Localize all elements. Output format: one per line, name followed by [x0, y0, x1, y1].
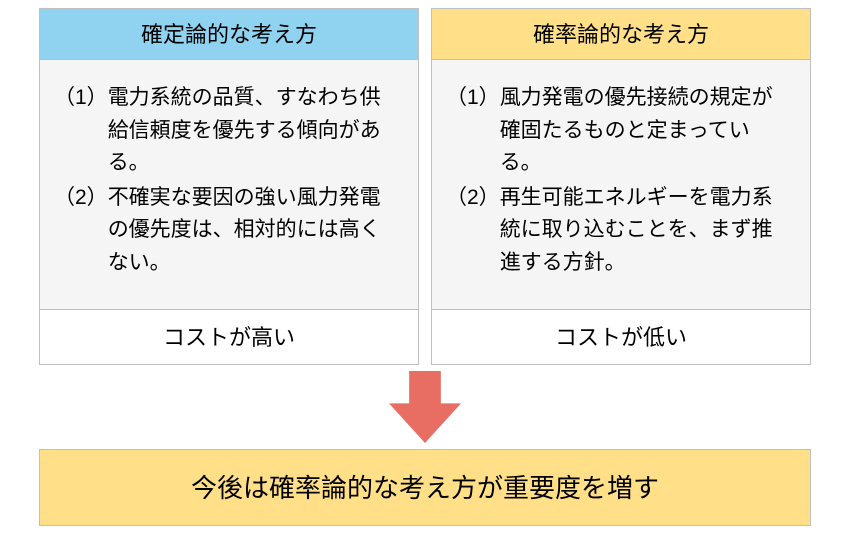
item-number: （2） [54, 182, 108, 280]
list-item: （2）再生可能エネルギーを電力系統に取り込むことを、まず推進する方針。 [446, 182, 790, 280]
item-text: 電力系統の品質、すなわち供給信頼度を優先する傾向がある。 [108, 82, 398, 180]
left-column: 確定論的な考え方 （1）電力系統の品質、すなわち供給信頼度を優先する傾向がある。… [39, 8, 419, 365]
down-arrow-icon [386, 371, 464, 443]
conclusion-box: 今後は確率論的な考え方が重要度を増す [39, 449, 811, 526]
left-body: （1）電力系統の品質、すなわち供給信頼度を優先する傾向がある。（2）不確実な要因… [39, 60, 419, 310]
right-body: （1）風力発電の優先接続の規定が確固たるものと定まっている。（2）再生可能エネル… [431, 60, 811, 310]
item-text: 風力発電の優先接続の規定が確固たるものと定まっている。 [500, 82, 790, 180]
list-item: （2）不確実な要因の強い風力発電の優先度は、相対的には高くない。 [54, 182, 398, 280]
right-column: 確率論的な考え方 （1）風力発電の優先接続の規定が確固たるものと定まっている。（… [431, 8, 811, 365]
item-text: 再生可能エネルギーを電力系統に取り込むことを、まず推進する方針。 [500, 182, 790, 280]
item-number: （2） [446, 182, 500, 280]
comparison-columns: 確定論的な考え方 （1）電力系統の品質、すなわち供給信頼度を優先する傾向がある。… [35, 8, 815, 365]
list-item: （1）風力発電の優先接続の規定が確固たるものと定まっている。 [446, 82, 790, 180]
right-header: 確率論的な考え方 [431, 8, 811, 60]
item-text: 不確実な要因の強い風力発電の優先度は、相対的には高くない。 [108, 182, 398, 280]
right-footer: コストが低い [431, 310, 811, 365]
left-footer: コストが高い [39, 310, 419, 365]
arrow-container [35, 371, 815, 443]
list-item: （1）電力系統の品質、すなわち供給信頼度を優先する傾向がある。 [54, 82, 398, 180]
item-number: （1） [54, 82, 108, 180]
left-header: 確定論的な考え方 [39, 8, 419, 60]
item-number: （1） [446, 82, 500, 180]
